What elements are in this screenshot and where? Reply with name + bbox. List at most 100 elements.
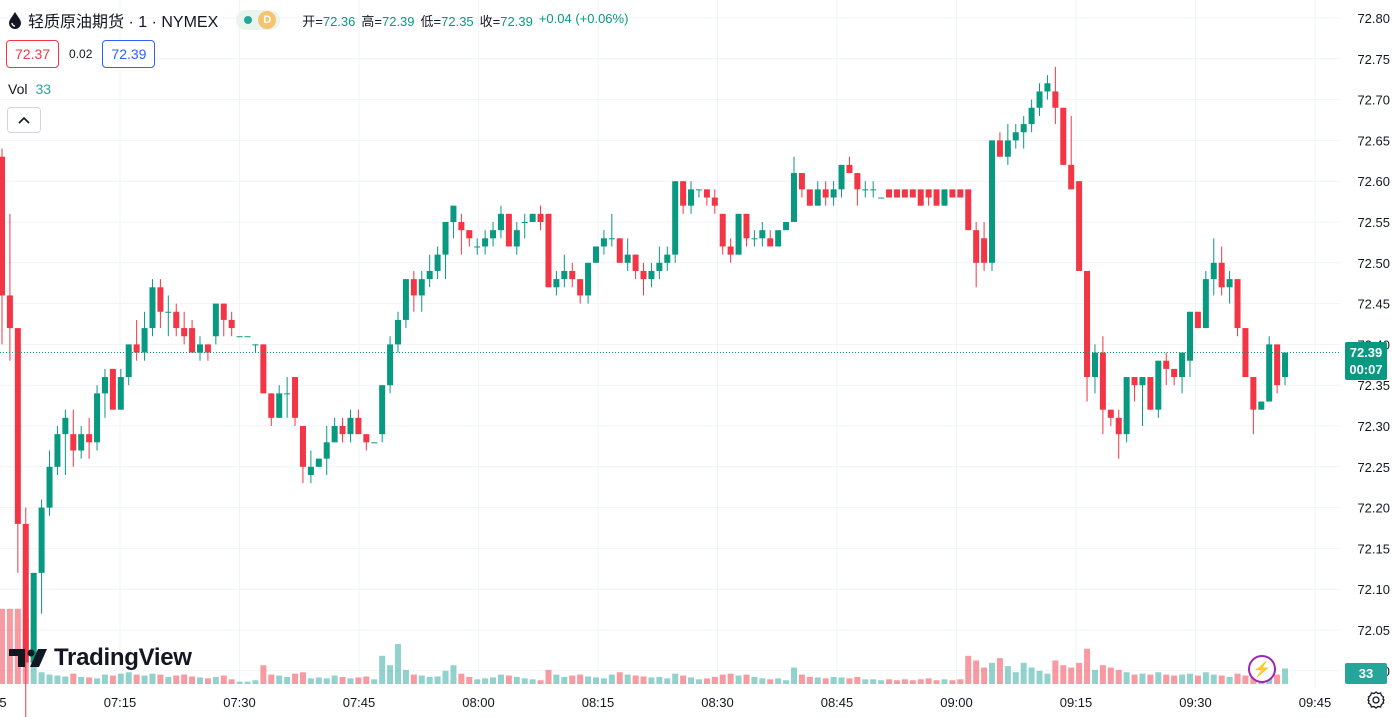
candle-body — [236, 336, 243, 338]
volume-bar — [545, 669, 552, 684]
tradingview-logo-icon — [9, 649, 47, 667]
volume-bar — [1242, 675, 1249, 684]
high-label: 高= — [361, 13, 382, 29]
market-status[interactable]: D — [236, 10, 281, 30]
volume-bar — [1282, 668, 1289, 684]
volume-bar — [1004, 666, 1011, 684]
volume-bar — [268, 674, 275, 684]
candle-body — [189, 328, 196, 353]
candle-body — [482, 238, 489, 247]
volume-bar — [688, 677, 695, 684]
candle-body — [1091, 352, 1098, 378]
volume-bar — [30, 660, 37, 684]
volume-bar — [695, 679, 702, 684]
oil-drop-icon — [9, 12, 21, 29]
collapse-legend-button[interactable] — [7, 107, 41, 133]
candle-body — [363, 434, 370, 443]
price-tick-label: 72.35 — [1357, 378, 1390, 393]
volume-bar — [561, 676, 568, 684]
volume-bar — [838, 677, 845, 684]
symbol-title[interactable]: 轻质原油期货 · 1 · NYMEX — [28, 14, 219, 31]
candle-body — [0, 156, 5, 296]
candle-body — [775, 230, 782, 247]
spread-value: 0.02 — [69, 47, 93, 61]
market-open-dot-icon — [244, 16, 253, 24]
volume-bar — [197, 677, 203, 684]
price-tick-label: 72.70 — [1357, 93, 1390, 108]
volume-bar — [94, 678, 101, 684]
candle-body — [268, 393, 275, 418]
volume-bar — [513, 676, 520, 684]
delayed-data-badge[interactable]: D — [258, 11, 277, 29]
volume-bar — [86, 677, 93, 684]
volume-bar — [585, 676, 592, 684]
candle-body — [521, 222, 528, 223]
volume-bar — [925, 678, 932, 684]
candle-body — [1266, 344, 1273, 402]
time-tick-label: 08:30 — [701, 695, 734, 710]
candle-body — [1060, 107, 1067, 165]
candle-body — [593, 246, 599, 263]
volume-bar — [616, 672, 623, 684]
price-tick-label: 72.65 — [1357, 133, 1390, 148]
candle-body — [434, 254, 441, 271]
candle-body — [933, 189, 940, 206]
volume-bar — [0, 608, 5, 684]
volume-bar — [38, 672, 45, 684]
candle-body — [323, 442, 330, 459]
volume-bar — [1179, 674, 1186, 684]
volume-bar — [1123, 672, 1130, 684]
volume-bar — [1131, 674, 1138, 684]
volume-bar — [656, 676, 663, 684]
volume-bar — [331, 675, 338, 684]
candle-body — [402, 279, 409, 320]
volume-bar — [276, 675, 283, 684]
candle-body — [600, 238, 607, 247]
volume-bar — [862, 679, 869, 684]
ohlc-values: 开=72.36 高=72.39 低=72.35 收=72.39 +0.04 (+… — [302, 11, 628, 30]
candle-body — [846, 164, 853, 174]
candle-body — [474, 246, 481, 248]
volume-bar — [474, 679, 481, 684]
volume-bar — [1226, 676, 1233, 684]
candle-body — [458, 222, 465, 231]
candle-body — [331, 426, 338, 443]
candle-body — [735, 213, 742, 255]
tradingview-logo[interactable]: TradingView — [8, 644, 192, 672]
candle-body — [854, 173, 861, 190]
volume-bar — [735, 675, 742, 684]
lightning-icon[interactable]: ⚡ — [1248, 655, 1276, 683]
price-tick-label: 72.10 — [1357, 582, 1390, 597]
candle-body — [505, 213, 512, 247]
volume-bar — [70, 673, 77, 684]
volume-bar — [1187, 673, 1193, 684]
volume-bar — [1044, 673, 1051, 684]
candle-body — [878, 197, 885, 199]
volume-bar — [244, 681, 251, 684]
volume-bar — [814, 677, 821, 684]
volume-bar — [466, 676, 473, 684]
candle-body — [624, 254, 631, 263]
volume-bar — [109, 675, 116, 684]
volume-legend[interactable]: Vol 33 — [8, 81, 51, 97]
volume-bar — [719, 674, 726, 684]
volume-bar — [1028, 667, 1035, 684]
candle-body — [616, 238, 623, 263]
buy-button[interactable]: 72.39 — [102, 40, 156, 68]
volume-bar — [577, 674, 584, 684]
volume-bar — [220, 675, 227, 684]
volume-bar — [751, 676, 758, 684]
time-tick-label: 09:45 — [1299, 695, 1332, 710]
candle-body — [1131, 377, 1138, 386]
time-tick-label: 08:00 — [462, 695, 495, 710]
settings-gear-icon[interactable] — [1366, 690, 1386, 710]
candle-body — [450, 205, 457, 222]
low-value: 72.35 — [441, 13, 474, 29]
volume-bar — [996, 658, 1003, 684]
candle-body — [307, 466, 314, 475]
candle-body — [545, 213, 552, 288]
price-tick-label: 72.50 — [1357, 256, 1390, 271]
sell-button[interactable]: 72.37 — [6, 40, 60, 68]
candle-body — [1155, 360, 1162, 410]
